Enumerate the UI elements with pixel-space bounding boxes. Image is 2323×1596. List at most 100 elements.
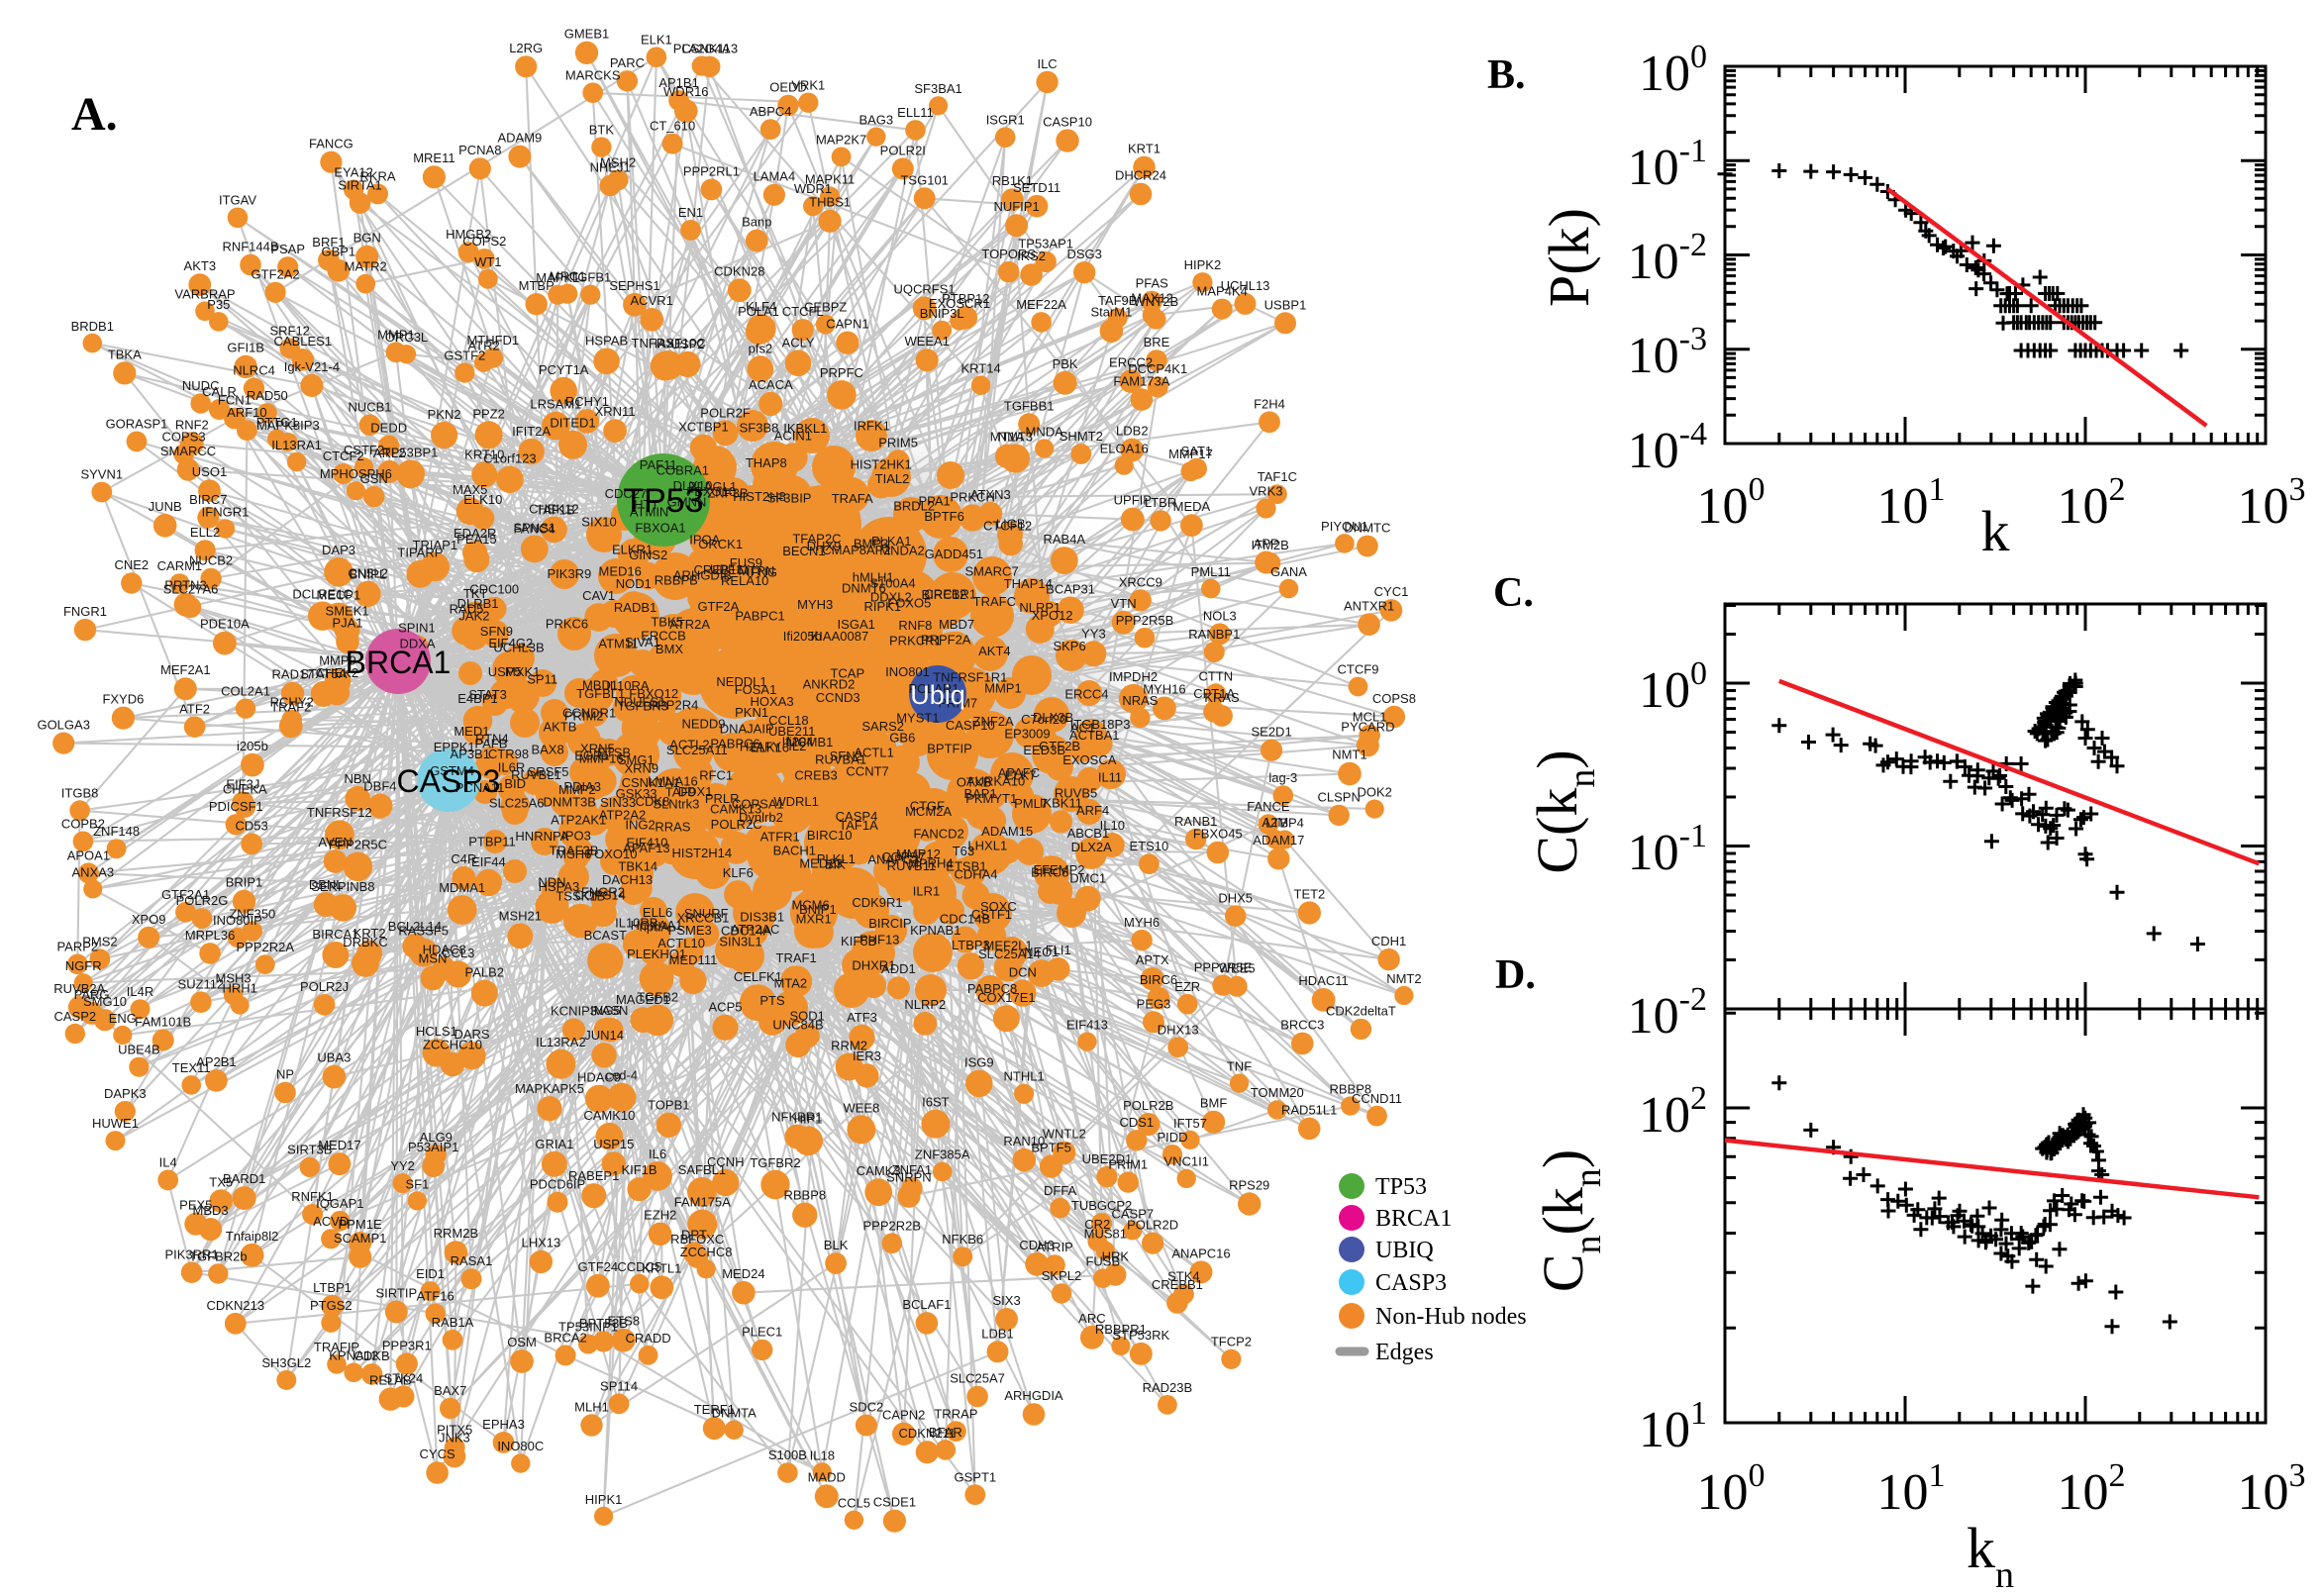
svg-text:ZNFA1: ZNFA1 bbox=[892, 1162, 932, 1177]
svg-text:KLF4: KLF4 bbox=[746, 299, 776, 314]
svg-text:MSH3: MSH3 bbox=[216, 971, 252, 986]
svg-text:MMP1: MMP1 bbox=[377, 328, 415, 343]
svg-text:IL2: IL2 bbox=[788, 739, 806, 753]
svg-text:DMC1: DMC1 bbox=[1069, 871, 1106, 886]
svg-text:OTXB: OTXB bbox=[957, 775, 991, 790]
svg-text:SF3B8: SF3B8 bbox=[740, 421, 779, 436]
svg-text:DCCP4K1: DCCP4K1 bbox=[1128, 361, 1187, 376]
svg-text:KRT1: KRT1 bbox=[1128, 142, 1161, 156]
svg-text:GFI1B: GFI1B bbox=[227, 341, 264, 355]
svg-text:PPP3R1: PPP3R1 bbox=[382, 1338, 432, 1352]
svg-text:Igk-V21-4: Igk-V21-4 bbox=[284, 359, 340, 374]
svg-text:KPNA12: KPNA12 bbox=[329, 1348, 378, 1363]
svg-text:STK4: STK4 bbox=[1167, 1269, 1200, 1284]
svg-text:RAD50: RAD50 bbox=[247, 388, 288, 403]
svg-text:SIVA1: SIVA1 bbox=[625, 635, 660, 649]
svg-text:PPP2R5E: PPP2R5E bbox=[1194, 960, 1253, 975]
svg-text:BPTFIP: BPTFIP bbox=[927, 742, 972, 756]
svg-text:P53AIP1: P53AIP1 bbox=[408, 1140, 458, 1154]
svg-text:DNMT3B: DNMT3B bbox=[543, 794, 595, 809]
svg-text:PRKC6: PRKC6 bbox=[546, 616, 588, 631]
svg-text:CDS1: CDS1 bbox=[1119, 1115, 1154, 1130]
svg-text:F2H4: F2H4 bbox=[1254, 396, 1285, 411]
svg-text:PPZ2: PPZ2 bbox=[472, 406, 505, 421]
svg-text:ELL11: ELL11 bbox=[897, 105, 934, 120]
svg-text:RCHY2: RCHY2 bbox=[270, 695, 314, 710]
svg-text:H2AFY: H2AFY bbox=[740, 740, 781, 754]
svg-text:HSPA3: HSPA3 bbox=[539, 879, 580, 894]
svg-text:HRH1: HRH1 bbox=[222, 981, 256, 996]
svg-text:RELA10: RELA10 bbox=[721, 573, 768, 588]
svg-text:CAMK3: CAMK3 bbox=[857, 1163, 901, 1178]
svg-text:FAM101B: FAM101B bbox=[135, 1015, 191, 1030]
svg-text:IFNG: IFNG bbox=[747, 565, 777, 580]
svg-text:SIRTIP: SIRTIP bbox=[375, 1286, 417, 1301]
svg-text:ELKR1: ELKR1 bbox=[612, 543, 653, 557]
svg-text:RNF2: RNF2 bbox=[175, 417, 209, 432]
svg-text:S100A4: S100A4 bbox=[869, 575, 915, 590]
svg-text:MED23: MED23 bbox=[799, 856, 842, 871]
svg-text:Ifi204: Ifi204 bbox=[782, 735, 814, 749]
svg-text:BNIPL: BNIPL bbox=[350, 567, 387, 582]
svg-text:DFFA: DFFA bbox=[1044, 1183, 1077, 1198]
svg-text:PYCARD: PYCARD bbox=[1341, 720, 1394, 735]
svg-text:MEF2A1: MEF2A1 bbox=[160, 662, 211, 677]
svg-text:SF3BIP: SF3BIP bbox=[767, 491, 812, 506]
svg-text:POLR2I: POLR2I bbox=[880, 143, 926, 157]
svg-text:SIX3: SIX3 bbox=[993, 1293, 1021, 1308]
svg-text:PIK3R9: PIK3R9 bbox=[547, 566, 591, 581]
svg-text:SLNtrk3: SLNtrk3 bbox=[653, 796, 699, 811]
svg-text:BAP1: BAP1 bbox=[963, 786, 996, 801]
svg-text:RBBPR1: RBBPR1 bbox=[1095, 1322, 1147, 1337]
svg-text:STAT3: STAT3 bbox=[468, 687, 507, 702]
svg-text:WDR1: WDR1 bbox=[794, 181, 832, 196]
svg-text:ATF3: ATF3 bbox=[847, 1010, 877, 1025]
svg-text:PSME3: PSME3 bbox=[668, 923, 712, 938]
svg-text:HSPAB: HSPAB bbox=[585, 334, 628, 349]
svg-text:CSNK113: CSNK113 bbox=[681, 42, 738, 56]
svg-text:BMP3: BMP3 bbox=[854, 537, 888, 551]
svg-text:POLR2J: POLR2J bbox=[300, 979, 349, 994]
svg-text:HIPK2: HIPK2 bbox=[1184, 257, 1222, 272]
svg-text:FBXO12: FBXO12 bbox=[629, 686, 678, 701]
svg-text:XRN11: XRN11 bbox=[595, 404, 636, 419]
svg-text:RRAS: RRAS bbox=[655, 820, 690, 835]
svg-text:CREBR1: CREBR1 bbox=[924, 587, 976, 602]
svg-text:MUS81: MUS81 bbox=[1084, 1227, 1127, 1242]
svg-text:IL11: IL11 bbox=[1098, 770, 1122, 785]
svg-text:DPT: DPT bbox=[681, 1227, 707, 1242]
svg-text:TBK5: TBK5 bbox=[651, 615, 683, 630]
svg-text:BRIP1: BRIP1 bbox=[226, 875, 263, 890]
svg-text:SRF12: SRF12 bbox=[269, 324, 309, 339]
svg-text:AKT3: AKT3 bbox=[184, 258, 217, 273]
svg-text:CCDC5: CCDC5 bbox=[617, 1259, 661, 1274]
svg-text:TRAFC: TRAFC bbox=[973, 594, 1016, 609]
svg-text:CEBPZ: CEBPZ bbox=[804, 300, 847, 315]
svg-text:CASP2: CASP2 bbox=[53, 1009, 96, 1024]
svg-text:CASP4: CASP4 bbox=[836, 809, 878, 824]
svg-text:CRADD: CRADD bbox=[625, 1331, 670, 1346]
svg-text:IL4R: IL4R bbox=[127, 984, 153, 999]
svg-text:ELL2: ELL2 bbox=[190, 525, 220, 540]
svg-text:UQCRFS1: UQCRFS1 bbox=[894, 282, 956, 297]
svg-text:RELAB: RELAB bbox=[369, 1373, 412, 1388]
svg-text:NRAS: NRAS bbox=[1122, 693, 1158, 708]
svg-text:GANA: GANA bbox=[1270, 564, 1307, 579]
svg-text:SMG10: SMG10 bbox=[83, 994, 127, 1009]
svg-text:KIF1B: KIF1B bbox=[621, 1162, 656, 1177]
svg-text:ORC3L: ORC3L bbox=[385, 330, 428, 345]
svg-text:PDE10A: PDE10A bbox=[200, 617, 250, 632]
svg-text:BCL2L14: BCL2L14 bbox=[388, 919, 442, 934]
svg-text:XRN5: XRN5 bbox=[580, 741, 615, 755]
svg-text:SEPHS1: SEPHS1 bbox=[609, 278, 659, 293]
svg-text:BAG3: BAG3 bbox=[858, 112, 893, 127]
svg-text:CT_610: CT_610 bbox=[650, 119, 695, 134]
svg-text:DLX3B: DLX3B bbox=[1033, 710, 1073, 725]
svg-text:FAM173A: FAM173A bbox=[1113, 373, 1169, 388]
svg-text:MMP2: MMP2 bbox=[558, 782, 596, 797]
svg-text:HDAC8: HDAC8 bbox=[423, 942, 466, 956]
svg-text:ZNF3B: ZNF3B bbox=[707, 485, 748, 500]
svg-text:PTTG1: PTTG1 bbox=[256, 415, 298, 430]
svg-text:HIST2H8: HIST2H8 bbox=[733, 489, 785, 504]
svg-text:StarM1: StarM1 bbox=[1090, 304, 1132, 319]
